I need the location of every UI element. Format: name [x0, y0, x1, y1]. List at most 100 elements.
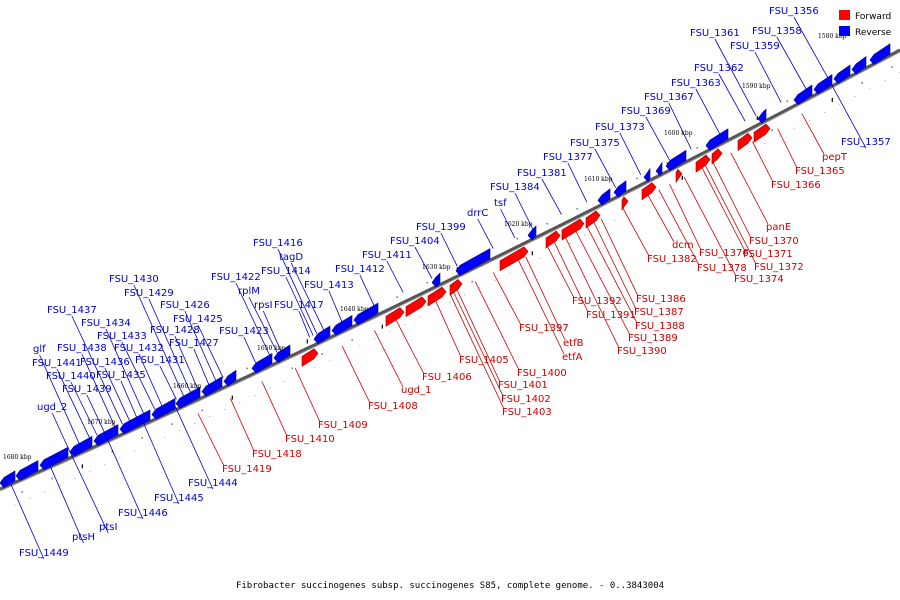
gene-label[interactable]: FSU_1439 [62, 384, 112, 395]
forward-gene-arrow[interactable] [545, 230, 561, 249]
gene-label[interactable]: FSU_1418 [252, 449, 302, 460]
gene-label[interactable]: FSU_1387 [634, 307, 684, 318]
gene-label[interactable]: FSU_1372 [754, 262, 804, 273]
gene-label[interactable]: FSU_1366 [771, 180, 821, 191]
gene-label[interactable]: FSU_1392 [572, 296, 622, 307]
gene-label[interactable]: dcm [672, 240, 694, 251]
gene-label[interactable]: FSU_1426 [160, 300, 210, 311]
reverse-gene-arrow[interactable] [175, 386, 201, 409]
forward-gene-arrow[interactable] [427, 286, 447, 307]
gene-label[interactable]: FSU_1405 [459, 355, 509, 366]
reverse-gene-arrow[interactable] [313, 325, 331, 345]
reverse-gene-arrow[interactable] [643, 167, 651, 183]
gene-label[interactable]: FSU_1409 [318, 420, 368, 431]
gene-label[interactable]: FSU_1384 [490, 182, 540, 193]
reverse-gene-arrow[interactable] [833, 64, 851, 84]
forward-gene-arrow[interactable] [449, 278, 463, 296]
gene-label[interactable]: FSU_1401 [498, 380, 548, 391]
reverse-gene-arrow[interactable] [201, 376, 223, 397]
gene-label[interactable]: ptsI [99, 522, 117, 533]
gene-label[interactable]: FSU_1365 [795, 166, 845, 177]
forward-gene-arrow[interactable] [641, 182, 657, 201]
reverse-gene-arrow[interactable] [331, 315, 353, 336]
reverse-gene-arrow[interactable] [223, 369, 237, 387]
gene-label[interactable]: FSU_1422 [211, 272, 261, 283]
gene-label[interactable]: pepT [822, 152, 848, 163]
gene-label[interactable]: FSU_1425 [173, 314, 223, 325]
gene-label[interactable]: etfA [562, 352, 583, 363]
reverse-gene-arrow[interactable] [353, 302, 379, 325]
forward-gene-arrow[interactable] [753, 123, 771, 143]
reverse-gene-arrow[interactable] [119, 409, 151, 435]
reverse-gene-arrow[interactable] [655, 161, 663, 177]
reverse-gene-arrow[interactable] [431, 272, 441, 288]
gene-label[interactable]: FSU_1430 [109, 274, 159, 285]
forward-gene-arrow[interactable] [301, 348, 319, 367]
reverse-gene-arrow[interactable] [39, 446, 69, 471]
gene-label[interactable]: FSU_1374 [734, 274, 784, 285]
gene-label[interactable]: panE [766, 222, 791, 233]
gene-label[interactable]: ugd_2 [37, 402, 67, 413]
gene-label[interactable]: FSU_1371 [743, 249, 793, 260]
gene-label[interactable]: FSU_1391 [586, 310, 636, 321]
gene-label[interactable]: FSU_1432 [114, 343, 164, 354]
forward-gene-arrow[interactable] [585, 210, 601, 229]
gene-label[interactable]: ptsH [72, 532, 95, 543]
gene-label[interactable]: FSU_1417 [274, 300, 324, 311]
gene-label[interactable]: FSU_1367 [644, 92, 694, 103]
gene-label[interactable]: FSU_1388 [635, 321, 685, 332]
gene-label[interactable]: FSU_1404 [390, 236, 440, 247]
gene-label[interactable]: glf [33, 344, 46, 355]
gene-label[interactable]: FSU_1411 [362, 250, 412, 261]
reverse-gene-arrow[interactable] [705, 128, 729, 151]
gene-label[interactable]: ugd_1 [401, 385, 431, 396]
reverse-gene-arrow[interactable] [813, 73, 833, 95]
gene-label[interactable]: drrC [467, 208, 488, 219]
forward-gene-arrow[interactable] [405, 296, 427, 318]
gene-label[interactable]: FSU_1397 [519, 323, 569, 334]
gene-label[interactable]: FSU_1444 [188, 478, 238, 489]
gene-label[interactable]: FSU_1437 [47, 305, 97, 316]
gene-label[interactable]: FSU_1402 [501, 394, 551, 405]
forward-gene-arrow[interactable] [675, 168, 683, 184]
gene-label[interactable]: FSU_1414 [261, 266, 311, 277]
gene-label[interactable]: tsf [494, 198, 507, 209]
gene-label[interactable]: FSU_1408 [368, 401, 418, 412]
reverse-gene-arrow[interactable] [93, 424, 119, 446]
gene-label[interactable]: rpsI [254, 300, 273, 311]
gene-label[interactable]: FSU_1390 [617, 346, 667, 357]
gene-label[interactable]: FSU_1370 [749, 236, 799, 247]
gene-label[interactable]: tagD [279, 252, 303, 263]
gene-label[interactable]: rplM [238, 286, 260, 297]
reverse-gene-arrow[interactable] [613, 180, 627, 198]
forward-gene-arrow[interactable] [561, 218, 585, 241]
gene-label[interactable]: FSU_1356 [769, 6, 819, 17]
reverse-gene-arrow[interactable] [455, 248, 491, 276]
reverse-gene-arrow[interactable] [527, 225, 537, 241]
reverse-gene-arrow[interactable] [0, 470, 16, 488]
reverse-gene-arrow[interactable] [251, 352, 273, 374]
reverse-gene-arrow[interactable] [151, 398, 176, 420]
gene-label[interactable]: FSU_1359 [730, 41, 780, 52]
reverse-gene-arrow[interactable] [851, 55, 867, 75]
gene-label[interactable]: FSU_1382 [647, 254, 697, 265]
forward-gene-arrow[interactable] [737, 132, 753, 152]
gene-label[interactable]: FSU_1416 [253, 238, 303, 249]
gene-label[interactable]: FSU_1419 [222, 464, 272, 475]
gene-label[interactable]: FSU_1434 [81, 318, 131, 329]
gene-label[interactable]: FSU_1376 [699, 248, 749, 259]
gene-label[interactable]: FSU_1386 [636, 294, 686, 305]
gene-label[interactable]: FSU_1429 [124, 288, 174, 299]
reverse-gene-arrow[interactable] [273, 344, 291, 363]
reverse-gene-arrow[interactable] [869, 43, 891, 65]
gene-label[interactable]: FSU_1399 [416, 222, 466, 233]
forward-gene-arrow[interactable] [499, 246, 529, 272]
gene-label[interactable]: etfB [563, 338, 584, 349]
gene-label[interactable]: FSU_1445 [154, 493, 204, 504]
reverse-gene-arrow[interactable] [665, 149, 687, 171]
gene-label[interactable]: FSU_1375 [570, 138, 620, 149]
gene-label[interactable]: FSU_1358 [752, 26, 802, 37]
reverse-gene-arrow[interactable] [597, 188, 611, 206]
gene-label[interactable]: FSU_1406 [422, 372, 472, 383]
forward-gene-arrow[interactable] [695, 154, 711, 173]
